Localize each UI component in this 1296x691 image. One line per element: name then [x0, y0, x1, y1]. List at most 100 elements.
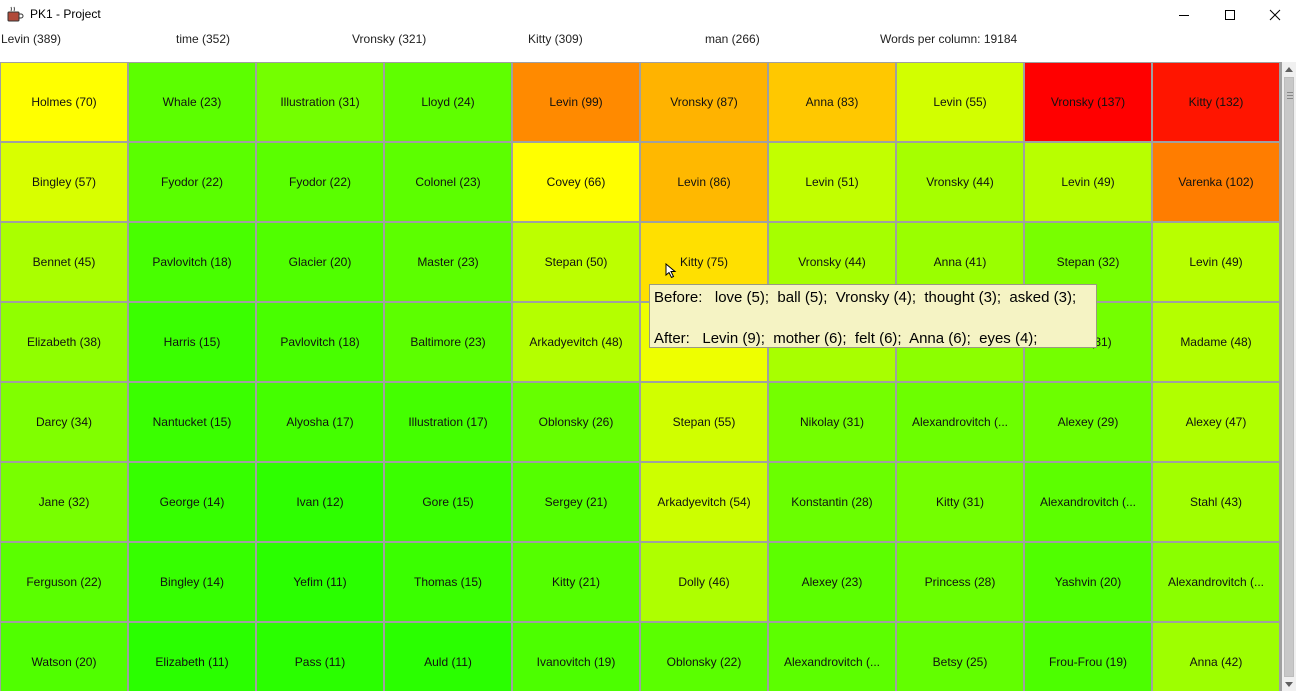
top-words-bar: Levin (389) time (352) Vronsky (321) Kit…: [0, 30, 1296, 50]
heatmap-scroll-area[interactable]: Holmes (70) Whale (23) Illustration (31) Ll…: [0, 62, 1282, 691]
context-tooltip: Before: love (5); ball (5); Vronsky (4);…: [649, 284, 1097, 348]
top-word: Vronsky (321): [352, 32, 427, 46]
heatmap-cell[interactable]: Harris (15): [129, 303, 255, 381]
heatmap-cell[interactable]: Glacier (20): [257, 223, 383, 301]
heatmap-cell[interactable]: Elizabeth (38): [1, 303, 127, 381]
heatmap-cell[interactable]: Levin (55): [897, 63, 1023, 141]
scroll-up-arrow-icon: [1285, 66, 1293, 72]
heatmap-cell[interactable]: Alexandrovitch (...: [1025, 463, 1151, 541]
close-icon: [1269, 9, 1281, 21]
tooltip-after-line: After: Levin (9); mother (6); felt (6); …: [654, 330, 1038, 347]
heatmap-cell[interactable]: Levin (49): [1025, 143, 1151, 221]
heatmap-cell[interactable]: Konstantin (28): [769, 463, 895, 541]
heatmap-cell[interactable]: Vronsky (137): [1025, 63, 1151, 141]
heatmap-cell[interactable]: Yashvin (20): [1025, 543, 1151, 621]
title-bar: PK1 - Project: [0, 0, 1296, 30]
heatmap-cell[interactable]: Baltimore (23): [385, 303, 511, 381]
heatmap-cell[interactable]: Pavlovitch (18): [257, 303, 383, 381]
heatmap-cell[interactable]: Whale (23): [129, 63, 255, 141]
heatmap-cell[interactable]: Elizabeth (11): [129, 623, 255, 691]
heatmap-cell[interactable]: Alexey (47): [1153, 383, 1279, 461]
heatmap-cell[interactable]: Pass (11): [257, 623, 383, 691]
heatmap-cell[interactable]: Alexandrovitch (...: [897, 383, 1023, 461]
heatmap-cell[interactable]: Bingley (14): [129, 543, 255, 621]
heatmap-cell[interactable]: Stepan (55): [641, 383, 767, 461]
heatmap-cell[interactable]: Stahl (43): [1153, 463, 1279, 541]
top-word: man (266): [705, 32, 760, 46]
heatmap-cell[interactable]: Watson (20): [1, 623, 127, 691]
heatmap-cell[interactable]: Alyosha (17): [257, 383, 383, 461]
heatmap-cell[interactable]: Vronsky (44): [897, 143, 1023, 221]
heatmap-cell[interactable]: Master (23): [385, 223, 511, 301]
heatmap-cell[interactable]: Vronsky (87): [641, 63, 767, 141]
heatmap-cell[interactable]: Stepan (50): [513, 223, 639, 301]
heatmap-cell[interactable]: Alexandrovitch (...: [769, 623, 895, 691]
heatmap-cell[interactable]: Sergey (21): [513, 463, 639, 541]
scroll-down-arrow-icon: [1285, 681, 1293, 687]
heatmap-cell[interactable]: Fyodor (22): [129, 143, 255, 221]
heatmap-cell[interactable]: Anna (83): [769, 63, 895, 141]
java-cup-icon: [7, 6, 24, 22]
scroll-grip-line: [1287, 92, 1293, 93]
heatmap-cell[interactable]: Pavlovitch (18): [129, 223, 255, 301]
heatmap-cell[interactable]: Fyodor (22): [257, 143, 383, 221]
heatmap-cell[interactable]: Auld (11): [385, 623, 511, 691]
heatmap-cell[interactable]: Arkadyevitch (54): [641, 463, 767, 541]
heatmap-cell[interactable]: Illustration (31): [257, 63, 383, 141]
heatmap-cell[interactable]: Alexey (29): [1025, 383, 1151, 461]
heatmap-cell[interactable]: Jane (32): [1, 463, 127, 541]
heatmap-cell[interactable]: Nikolay (31): [769, 383, 895, 461]
scroll-thumb[interactable]: [1284, 77, 1294, 677]
heatmap-cell[interactable]: Ivanovitch (19): [513, 623, 639, 691]
top-word: Levin (389): [1, 32, 62, 46]
heatmap-cell[interactable]: Arkadyevitch (48): [513, 303, 639, 381]
scroll-grip-line: [1287, 98, 1293, 99]
heatmap-cell[interactable]: Kitty (132): [1153, 63, 1279, 141]
heatmap-cell[interactable]: Varenka (102): [1153, 143, 1279, 221]
close-button[interactable]: [1252, 0, 1296, 30]
top-word: Kitty (309): [528, 32, 583, 46]
heatmap-cell[interactable]: Kitty (31): [897, 463, 1023, 541]
heatmap-cell[interactable]: Kitty (21): [513, 543, 639, 621]
heatmap-grid: Holmes (70) Whale (23) Illustration (31) Ll…: [1, 63, 1279, 691]
heatmap-cell[interactable]: Ivan (12): [257, 463, 383, 541]
heatmap-cell[interactable]: Holmes (70): [1, 63, 127, 141]
top-word: time (352): [176, 32, 231, 46]
heatmap-cell[interactable]: Levin (49): [1153, 223, 1279, 301]
heatmap-cell[interactable]: Madame (48): [1153, 303, 1279, 381]
scroll-grip-line: [1287, 95, 1293, 96]
heatmap-cell[interactable]: Alexandrovitch (...: [1153, 543, 1279, 621]
scroll-up-button[interactable]: [1282, 62, 1296, 76]
heatmap-cell[interactable]: Frou-Frou (19): [1025, 623, 1151, 691]
heatmap-cell[interactable]: Colonel (23): [385, 143, 511, 221]
tooltip-before-line: Before: love (5); ball (5); Vronsky (4);…: [654, 289, 1077, 306]
heatmap-cell[interactable]: Levin (86): [641, 143, 767, 221]
heatmap-cell[interactable]: Yefim (11): [257, 543, 383, 621]
heatmap-cell[interactable]: George (14): [129, 463, 255, 541]
heatmap-cell[interactable]: Illustration (17): [385, 383, 511, 461]
heatmap-cell[interactable]: Lloyd (24): [385, 63, 511, 141]
heatmap-cell[interactable]: Levin (99): [513, 63, 639, 141]
heatmap-cell[interactable]: Gore (15): [385, 463, 511, 541]
heatmap-cell[interactable]: Oblonsky (26): [513, 383, 639, 461]
heatmap-cell[interactable]: Betsy (25): [897, 623, 1023, 691]
heatmap-cell[interactable]: Dolly (46): [641, 543, 767, 621]
mouse-pointer-icon: [665, 263, 677, 279]
vertical-scrollbar[interactable]: [1282, 62, 1296, 691]
maximize-button[interactable]: [1207, 0, 1253, 30]
heatmap-cell[interactable]: Covey (66): [513, 143, 639, 221]
heatmap-cell[interactable]: Ferguson (22): [1, 543, 127, 621]
minimize-button[interactable]: [1161, 0, 1207, 30]
scroll-down-button[interactable]: [1282, 677, 1296, 691]
minimize-icon: [1179, 15, 1189, 16]
heatmap-cell[interactable]: Alexey (23): [769, 543, 895, 621]
heatmap-cell[interactable]: Darcy (34): [1, 383, 127, 461]
heatmap-cell[interactable]: Levin (51): [769, 143, 895, 221]
heatmap-cell[interactable]: Thomas (15): [385, 543, 511, 621]
heatmap-cell[interactable]: Oblonsky (22): [641, 623, 767, 691]
heatmap-cell[interactable]: Nantucket (15): [129, 383, 255, 461]
heatmap-cell[interactable]: Bingley (57): [1, 143, 127, 221]
heatmap-cell[interactable]: Princess (28): [897, 543, 1023, 621]
heatmap-cell[interactable]: Bennet (45): [1, 223, 127, 301]
heatmap-cell[interactable]: Anna (42): [1153, 623, 1279, 691]
